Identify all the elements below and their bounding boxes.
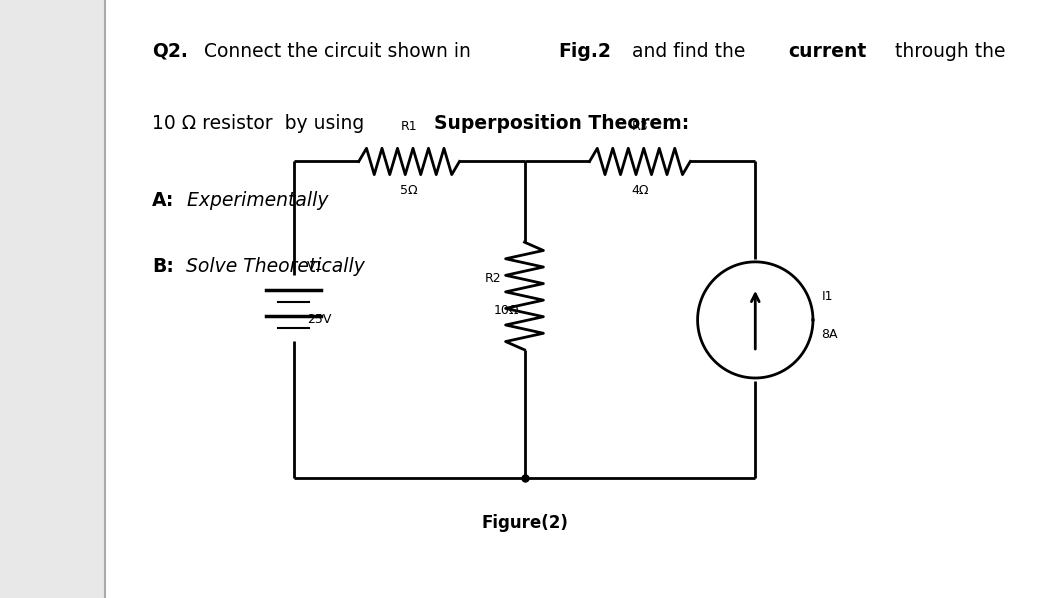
Text: 8A: 8A xyxy=(821,328,838,341)
Text: 25V: 25V xyxy=(307,313,331,327)
Text: A:: A: xyxy=(152,191,174,210)
Text: Experimentally: Experimentally xyxy=(181,191,328,210)
Text: and find the: and find the xyxy=(626,42,752,61)
Text: B:: B: xyxy=(152,257,174,276)
Text: through the: through the xyxy=(890,42,1006,61)
Text: Solve Theoretically: Solve Theoretically xyxy=(180,257,365,276)
Text: R3: R3 xyxy=(631,120,648,133)
Text: Connect the circuit shown in: Connect the circuit shown in xyxy=(198,42,477,61)
Text: 10Ω: 10Ω xyxy=(494,304,519,318)
Text: Superposition Theorem:: Superposition Theorem: xyxy=(433,114,689,133)
Text: Figure(2): Figure(2) xyxy=(481,514,568,532)
FancyBboxPatch shape xyxy=(105,0,1049,598)
Text: 5Ω: 5Ω xyxy=(401,184,418,197)
Text: current: current xyxy=(788,42,866,61)
Text: R1: R1 xyxy=(401,120,418,133)
Text: I1: I1 xyxy=(821,289,833,303)
Text: 10 Ω resistor  by using: 10 Ω resistor by using xyxy=(152,114,370,133)
Text: 4Ω: 4Ω xyxy=(631,184,648,197)
Text: Q2.: Q2. xyxy=(152,42,188,61)
Text: V1: V1 xyxy=(307,260,324,273)
Text: R2: R2 xyxy=(485,271,501,285)
Text: Fig.2: Fig.2 xyxy=(558,42,612,61)
